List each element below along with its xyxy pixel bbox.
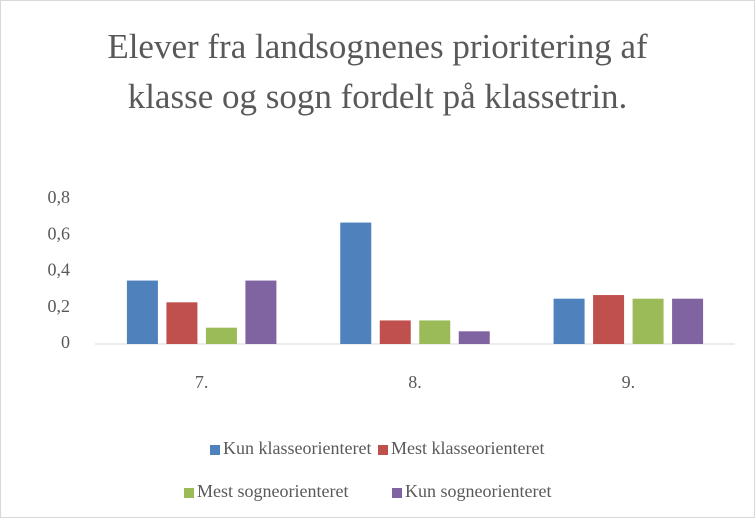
bar <box>379 320 411 344</box>
x-tick-label: 7. <box>195 372 209 392</box>
y-tick-label: 0 <box>61 332 70 352</box>
bar <box>553 298 585 344</box>
bar <box>340 222 372 344</box>
legend-label: Kun klasseorienteret <box>223 438 371 458</box>
legend-swatch <box>392 488 402 498</box>
legend-swatch <box>378 445 388 455</box>
x-tick-label: 8. <box>408 372 422 392</box>
bar <box>166 302 198 344</box>
bar <box>672 298 704 344</box>
bar <box>245 280 277 344</box>
bar <box>458 331 490 344</box>
legend-swatch <box>210 445 220 455</box>
y-tick-label: 0,2 <box>48 296 71 316</box>
legend-label: Mest sogneorienteret <box>197 481 348 501</box>
legend-label: Mest klasseorienteret <box>391 438 544 458</box>
x-tick-label: 9. <box>622 372 636 392</box>
y-tick-label: 0,8 <box>48 187 71 207</box>
bar <box>593 295 625 344</box>
y-tick-label: 0,6 <box>48 223 71 243</box>
legend-swatch <box>184 488 194 498</box>
bar <box>126 280 158 344</box>
chart-title: Elever fra landsognenes prioritering af … <box>107 27 648 116</box>
legend-label: Kun sogneorienteret <box>405 481 551 501</box>
bar <box>632 298 664 344</box>
bar <box>205 327 237 344</box>
y-tick-label: 0,4 <box>48 260 71 280</box>
bar <box>419 320 451 344</box>
